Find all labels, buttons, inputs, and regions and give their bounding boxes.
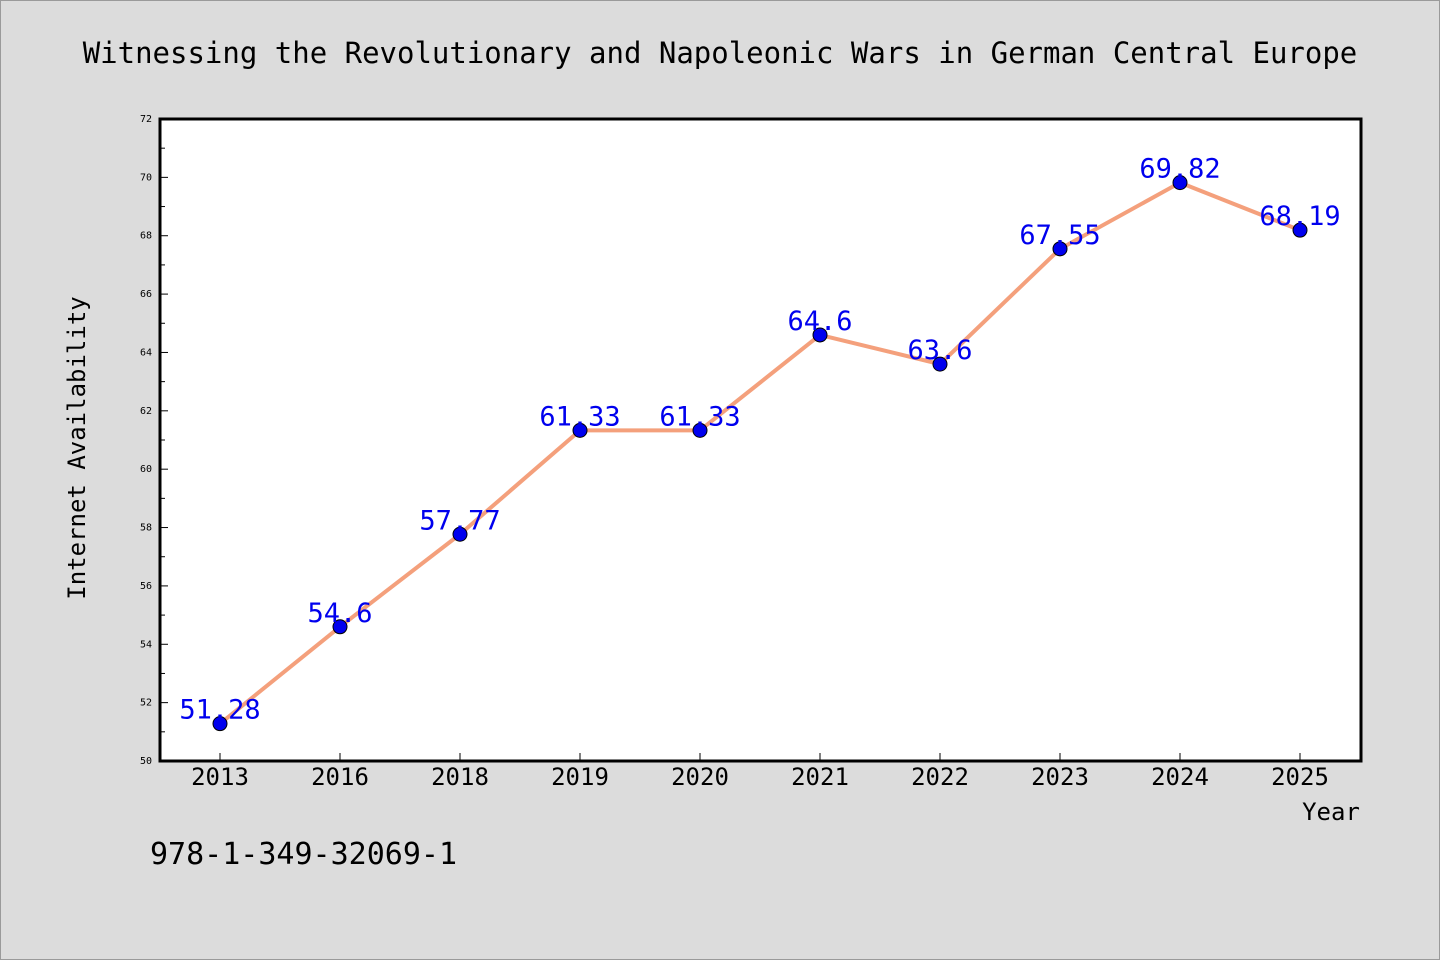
series-line <box>218 180 1302 726</box>
y-tick-label: 66 <box>140 289 152 300</box>
chart-title: Witnessing the Revolutionary and Napoleo… <box>83 36 1358 70</box>
data-value-label: 61.33 <box>539 401 620 432</box>
x-tick-label: 2021 <box>791 763 849 791</box>
y-tick-label: 68 <box>140 231 152 242</box>
data-value-label: 69.82 <box>1139 154 1220 185</box>
data-value-label: 63.6 <box>907 335 972 366</box>
data-point-marker <box>452 526 468 542</box>
x-tick-label: 2018 <box>431 763 489 791</box>
y-tick-label: 70 <box>140 172 152 183</box>
marker-layer <box>212 175 1308 732</box>
y-tick-label: 62 <box>140 406 152 417</box>
x-tick-label: 2020 <box>671 763 729 791</box>
x-tick-label: 2023 <box>1031 763 1089 791</box>
data-point-marker <box>1172 175 1188 191</box>
data-value-label: 68.19 <box>1259 201 1340 232</box>
y-tick-label: 60 <box>140 464 152 475</box>
data-value-label: 57.77 <box>419 505 500 536</box>
plot-area <box>160 119 1361 761</box>
isbn-footer: 978-1-349-32069-1 <box>150 837 457 872</box>
y-tick-label: 52 <box>140 698 152 709</box>
data-value-label: 51.28 <box>179 695 260 726</box>
data-label-layer: 51.28 54.6 57.77 61.33 61.33 64.6 63.6 67.55 69.… <box>179 154 1340 726</box>
x-tick-label: 2025 <box>1271 763 1329 791</box>
x-tick-label: 2013 <box>191 763 249 791</box>
y-axis-label: Internet Availability <box>63 296 91 599</box>
plot-border <box>158 117 1363 763</box>
y-tick-label: 50 <box>140 756 152 767</box>
data-value-label: 61.33 <box>659 401 740 432</box>
data-value-label: 67.55 <box>1019 220 1100 251</box>
y-tick-label: 56 <box>140 581 152 592</box>
line-layer <box>218 180 1302 726</box>
data-point-marker <box>1052 241 1068 257</box>
x-tick-label: 2019 <box>551 763 609 791</box>
data-point-marker <box>212 716 228 732</box>
x-tick-label: 2016 <box>311 763 369 791</box>
data-point-marker <box>932 356 948 372</box>
data-point-marker <box>572 422 588 438</box>
data-point-marker <box>812 327 828 343</box>
x-axis-label: Year <box>1302 798 1360 826</box>
axes-layer: 50 52 54 56 58 60 62 64 66 68 70 72 2013 2016 2018 2019… <box>140 114 1329 791</box>
y-tick-label: 54 <box>140 639 152 650</box>
y-tick-label: 58 <box>140 523 152 534</box>
x-tick-label: 2022 <box>911 763 969 791</box>
data-point-marker <box>692 422 708 438</box>
data-value-label: 54.6 <box>307 598 372 629</box>
y-tick-label: 72 <box>140 114 152 125</box>
data-point-marker <box>332 619 348 635</box>
x-tick-label: 2024 <box>1151 763 1209 791</box>
data-value-label: 64.6 <box>787 306 852 337</box>
y-tick-label: 64 <box>140 347 152 358</box>
data-point-marker <box>1292 222 1308 238</box>
